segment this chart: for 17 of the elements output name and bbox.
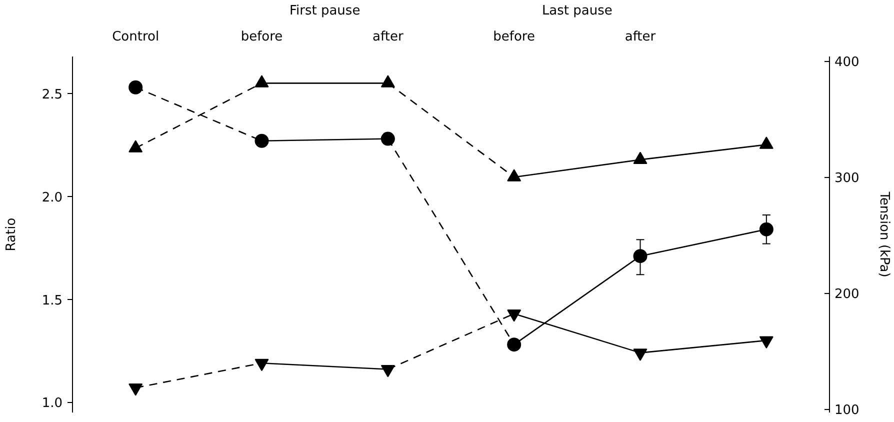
y-tick-label: 1.5 (42, 293, 63, 308)
x-tick-label: before (240, 30, 283, 44)
y-tick-label: 2.5 (42, 88, 63, 103)
y2-tick-label: 100 (834, 403, 860, 418)
y-tick-label: 1.0 (42, 396, 63, 412)
x-tick-label: Control (112, 30, 160, 44)
y2-tick-label: 200 (834, 287, 860, 302)
x-tick-label: after (624, 30, 656, 44)
y-tick-label: 2.0 (42, 190, 63, 206)
x-tick-label: after (372, 30, 404, 44)
y2-tick-label: 300 (834, 171, 860, 186)
text: Last pause (542, 4, 612, 18)
y2-tick-label: 400 (834, 55, 860, 70)
y2-axis-title: Tension (kPa) (876, 190, 892, 278)
x-tick-label: before (493, 30, 536, 44)
text: First pause (289, 4, 360, 18)
y-axis-title: Ratio (4, 218, 19, 252)
